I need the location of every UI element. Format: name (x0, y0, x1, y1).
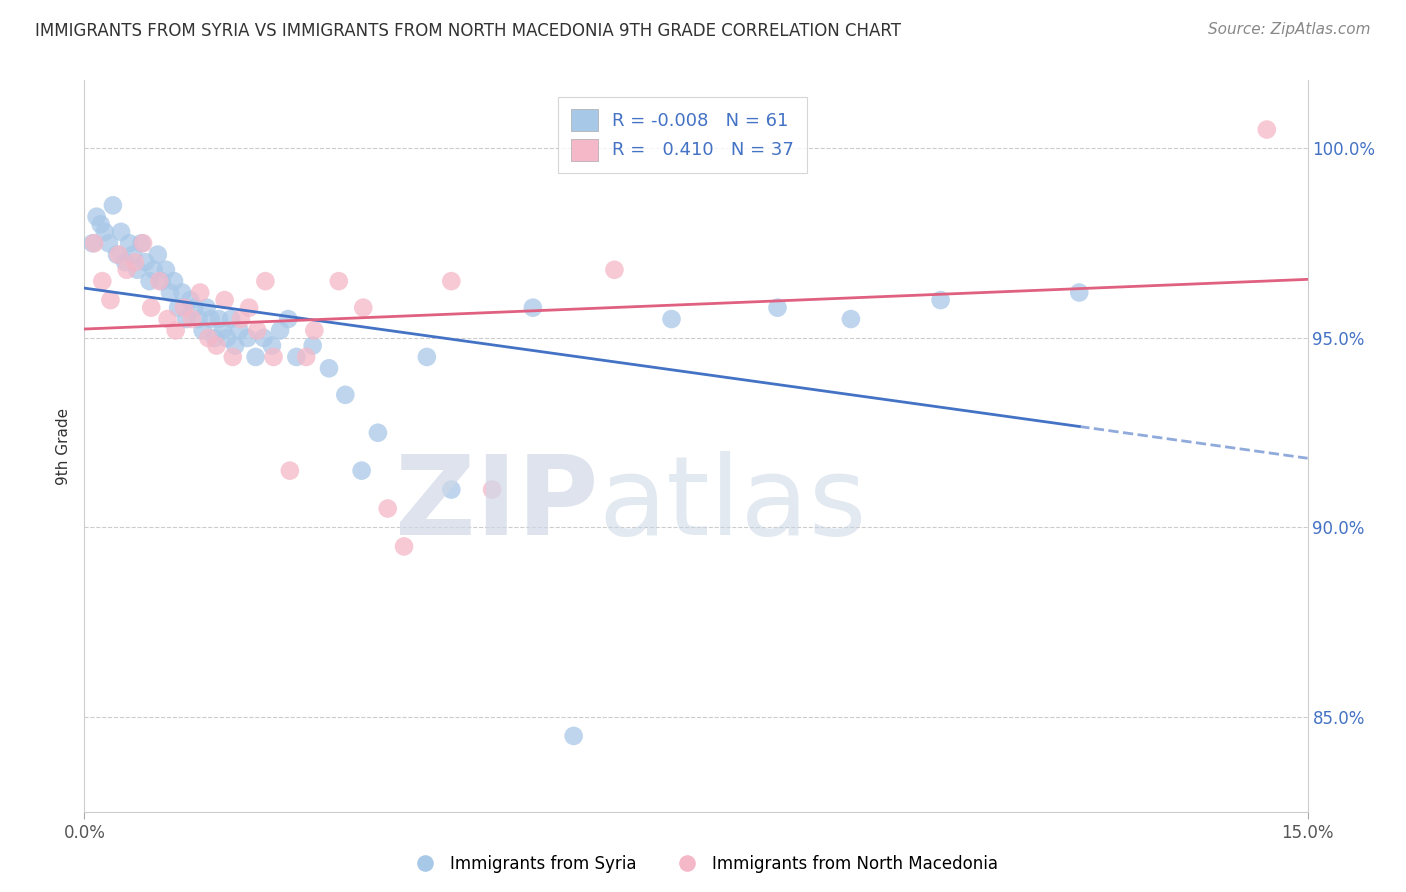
Point (392, 540, 415, 554)
Point (377, 501, 399, 516)
Point (219, 312, 242, 326)
Point (440, 274, 463, 288)
Point (318, 361, 340, 376)
Point (107, 247, 129, 261)
Point (167, 301, 190, 315)
Point (481, 483, 503, 497)
Point (214, 293, 236, 307)
Point (82, 236, 104, 251)
Point (148, 274, 170, 288)
Point (367, 425, 389, 440)
Text: ZIP: ZIP (395, 451, 598, 558)
Point (208, 312, 231, 326)
Point (260, 338, 283, 352)
Point (142, 262, 165, 277)
Point (191, 323, 214, 337)
Point (217, 331, 239, 345)
Point (254, 274, 277, 288)
Point (127, 262, 149, 277)
Point (93, 225, 115, 239)
Point (269, 323, 291, 337)
Point (929, 293, 952, 307)
Point (603, 262, 626, 277)
Point (101, 198, 124, 212)
Point (131, 236, 153, 251)
Point (228, 323, 250, 337)
Point (229, 312, 252, 326)
Point (285, 350, 308, 364)
Point (328, 274, 350, 288)
Text: IMMIGRANTS FROM SYRIA VS IMMIGRANTS FROM NORTH MACEDONIA 9TH GRADE CORRELATION C: IMMIGRANTS FROM SYRIA VS IMMIGRANTS FROM… (35, 22, 901, 40)
Point (335, 388, 357, 402)
Point (440, 483, 463, 497)
Point (205, 338, 228, 352)
Point (173, 301, 195, 315)
Point (352, 301, 374, 315)
Point (114, 255, 136, 269)
Point (200, 312, 222, 326)
Point (124, 255, 146, 269)
Point (132, 236, 155, 251)
Point (278, 464, 301, 478)
Point (661, 312, 683, 326)
Point (188, 285, 211, 300)
Point (204, 331, 226, 345)
Point (222, 350, 245, 364)
Point (138, 274, 160, 288)
Point (197, 331, 219, 345)
Point (174, 312, 197, 326)
Legend: Immigrants from Syria, Immigrants from North Macedonia: Immigrants from Syria, Immigrants from N… (402, 848, 1004, 880)
Point (179, 293, 201, 307)
Point (91, 274, 114, 288)
Point (159, 285, 181, 300)
Legend: R = -0.008   N = 61, R =   0.410   N = 37: R = -0.008 N = 61, R = 0.410 N = 37 (558, 96, 807, 173)
Point (224, 338, 246, 352)
Point (115, 262, 138, 277)
Point (155, 262, 177, 277)
Point (122, 247, 145, 261)
Point (253, 331, 276, 345)
Point (212, 323, 235, 337)
Point (165, 323, 187, 337)
Point (97, 236, 120, 251)
Point (156, 312, 179, 326)
Point (246, 323, 269, 337)
Point (150, 274, 173, 288)
Point (350, 464, 373, 478)
Text: atlas: atlas (598, 451, 866, 558)
Point (236, 331, 259, 345)
Text: Source: ZipAtlas.com: Source: ZipAtlas.com (1208, 22, 1371, 37)
Point (187, 312, 209, 326)
Point (766, 301, 789, 315)
Point (110, 225, 132, 239)
Point (1069, 285, 1091, 300)
Point (163, 274, 186, 288)
Point (141, 301, 163, 315)
Point (245, 350, 267, 364)
Point (83, 236, 105, 251)
Point (277, 312, 299, 326)
Point (238, 301, 260, 315)
Point (172, 285, 194, 300)
Point (522, 301, 544, 315)
Point (146, 247, 169, 261)
Point (135, 255, 157, 269)
Point (1256, 122, 1278, 136)
Point (195, 301, 218, 315)
Point (100, 293, 122, 307)
Y-axis label: 9th Grade: 9th Grade (56, 408, 72, 484)
Point (416, 350, 439, 364)
Point (839, 312, 862, 326)
Point (105, 247, 128, 261)
Point (263, 350, 285, 364)
Point (86, 210, 108, 224)
Point (295, 350, 318, 364)
Point (90, 217, 112, 231)
Point (301, 338, 323, 352)
Point (118, 236, 141, 251)
Point (183, 301, 205, 315)
Point (562, 729, 585, 743)
Point (181, 312, 204, 326)
Point (304, 323, 326, 337)
